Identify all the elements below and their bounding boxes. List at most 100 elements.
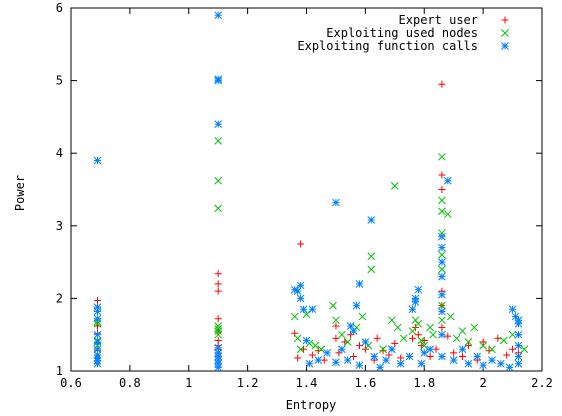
y-axis-ticks: 1 2 3 4 5 6 bbox=[56, 1, 542, 378]
data-point bbox=[429, 330, 437, 339]
data-point bbox=[332, 316, 340, 325]
data-point bbox=[355, 342, 363, 350]
data-point bbox=[390, 182, 399, 190]
data-point bbox=[514, 359, 523, 368]
data-point bbox=[508, 305, 517, 314]
data-point bbox=[438, 330, 446, 339]
y-tick-label: 1 bbox=[56, 364, 63, 378]
data-point bbox=[302, 310, 311, 319]
x-tick-label: 1.2 bbox=[237, 376, 259, 390]
data-point bbox=[393, 323, 402, 332]
x-tick-label: 2 bbox=[480, 376, 487, 390]
data-point bbox=[420, 348, 429, 357]
data-point bbox=[93, 307, 102, 316]
y-tick-label: 2 bbox=[56, 291, 63, 305]
data-point bbox=[299, 305, 308, 314]
data-point bbox=[214, 176, 223, 185]
data-point bbox=[459, 352, 467, 360]
data-point bbox=[444, 332, 452, 340]
data-point bbox=[399, 334, 408, 343]
data-point bbox=[296, 281, 305, 290]
data-point bbox=[485, 347, 493, 355]
data-point bbox=[93, 297, 101, 305]
data-point bbox=[214, 348, 223, 357]
data-point bbox=[408, 334, 416, 342]
data-point bbox=[438, 352, 446, 361]
data-point bbox=[311, 341, 320, 350]
data-point bbox=[343, 356, 352, 364]
legend-label: Exploiting function calls bbox=[297, 39, 478, 53]
data-point bbox=[488, 345, 496, 354]
data-point bbox=[438, 301, 446, 310]
data-point bbox=[508, 330, 517, 339]
data-point bbox=[494, 334, 502, 342]
legend-marker bbox=[501, 16, 509, 24]
data-point bbox=[332, 198, 340, 207]
data-point bbox=[438, 265, 446, 274]
data-point bbox=[458, 345, 467, 354]
data-point bbox=[488, 356, 496, 364]
data-point bbox=[214, 287, 222, 295]
data-point bbox=[290, 312, 299, 321]
y-tick-label: 4 bbox=[56, 146, 63, 160]
data-point bbox=[479, 338, 487, 346]
data-point bbox=[349, 327, 358, 335]
legend-label: Expert user bbox=[399, 13, 478, 27]
data-point bbox=[332, 334, 340, 342]
data-point bbox=[420, 341, 429, 350]
x-axis-label: Entropy bbox=[286, 398, 337, 412]
data-point bbox=[214, 137, 223, 145]
data-point bbox=[305, 359, 314, 368]
data-point bbox=[438, 186, 446, 193]
data-point bbox=[449, 356, 458, 364]
x-tick-label: 2.2 bbox=[531, 376, 553, 390]
data-point bbox=[520, 345, 529, 354]
data-point bbox=[93, 341, 102, 350]
data-point bbox=[214, 270, 222, 278]
data-point bbox=[443, 176, 452, 185]
data-point bbox=[93, 338, 102, 346]
data-point bbox=[382, 356, 390, 364]
data-point bbox=[396, 359, 405, 368]
data-point bbox=[443, 210, 452, 219]
data-point bbox=[314, 356, 323, 364]
data-point bbox=[355, 280, 364, 288]
data-point bbox=[332, 358, 340, 367]
data-point bbox=[514, 341, 523, 350]
data-point bbox=[379, 345, 387, 354]
data-point bbox=[214, 11, 223, 20]
data-point bbox=[317, 345, 326, 354]
data-point bbox=[361, 338, 370, 346]
data-point bbox=[438, 80, 446, 88]
x-tick-label: 0.6 bbox=[60, 376, 82, 390]
series-3-points bbox=[93, 11, 523, 372]
legend-label: Exploiting used nodes bbox=[326, 26, 478, 40]
data-points bbox=[93, 11, 529, 372]
data-point bbox=[417, 359, 426, 368]
data-point bbox=[379, 347, 387, 355]
y-tick-label: 3 bbox=[56, 219, 63, 233]
data-point bbox=[438, 243, 446, 252]
data-point bbox=[214, 327, 223, 335]
x-tick-label: 1.8 bbox=[413, 376, 435, 390]
x-tick-label: 1 bbox=[185, 376, 192, 390]
legend-marker bbox=[501, 42, 509, 50]
data-point bbox=[408, 327, 417, 335]
data-point bbox=[479, 361, 487, 370]
data-point bbox=[505, 363, 514, 372]
legend-marker bbox=[501, 29, 509, 37]
data-point bbox=[358, 312, 367, 321]
data-point bbox=[323, 348, 331, 357]
x-tick-label: 0.8 bbox=[119, 376, 141, 390]
data-point bbox=[470, 323, 479, 332]
data-point bbox=[411, 298, 420, 306]
data-point bbox=[405, 352, 414, 361]
data-point bbox=[214, 204, 223, 213]
data-point bbox=[432, 345, 440, 353]
data-point bbox=[388, 316, 396, 325]
data-point bbox=[308, 305, 317, 314]
data-point bbox=[496, 359, 505, 368]
data-point bbox=[438, 196, 446, 205]
data-point bbox=[337, 330, 346, 339]
